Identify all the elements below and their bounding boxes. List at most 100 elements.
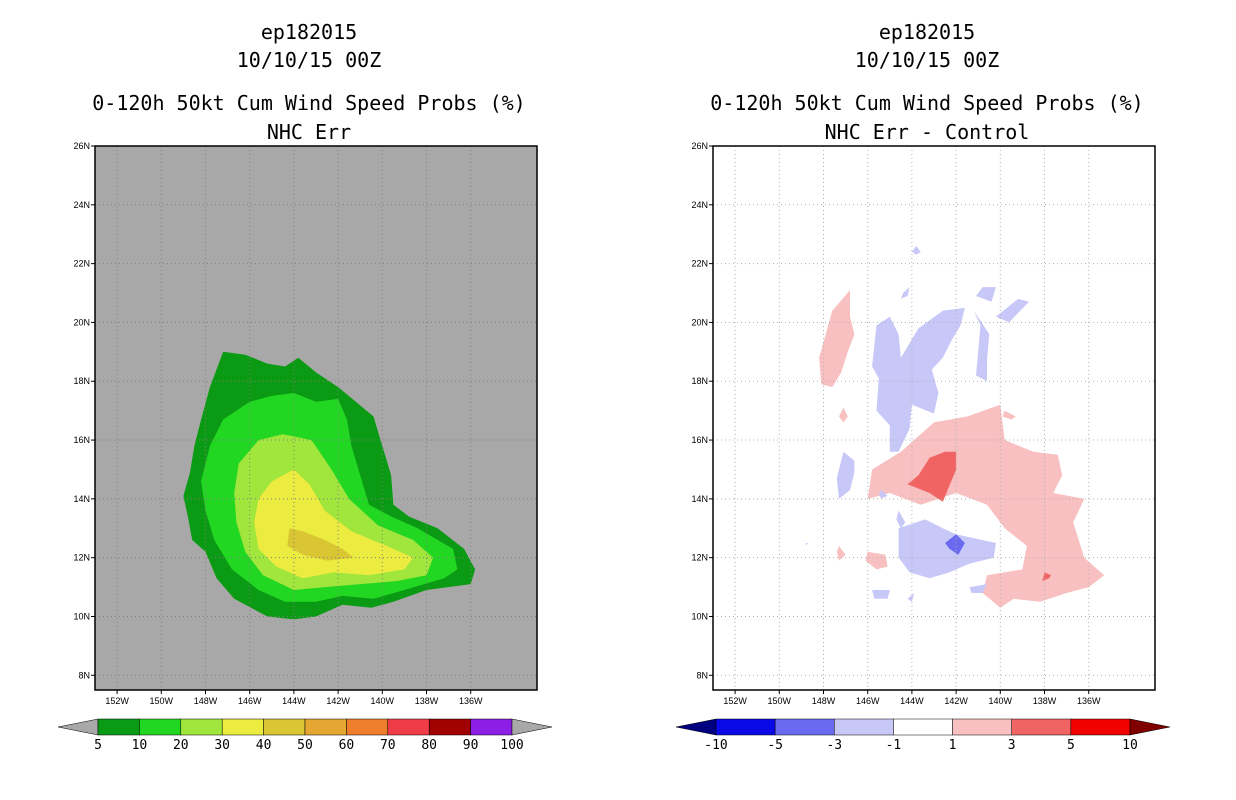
colorbar-swatch xyxy=(221,718,264,736)
y-tick-label: 18N xyxy=(691,376,708,386)
y-tick-label: 14N xyxy=(73,494,90,504)
plot-frame xyxy=(712,145,1156,691)
contour-neg1-region xyxy=(969,584,987,593)
right-panel: ep182015 10/10/15 00Z 0-120h 50kt Cum Wi… xyxy=(618,0,1236,800)
y-tick-label: 10N xyxy=(691,611,708,621)
colorbar-swatch xyxy=(1011,718,1072,736)
y-tick-label: 18N xyxy=(73,376,90,386)
panel-storm-id: ep182015 xyxy=(260,20,358,44)
contour-1-region xyxy=(865,551,888,570)
contour-neg1-region xyxy=(836,451,855,499)
colorbar-label: 3 xyxy=(1008,738,1016,753)
x-tick-label: 146W xyxy=(856,696,880,706)
x-tick-label: 150W xyxy=(150,696,174,706)
colorbar-label: 100 xyxy=(500,738,523,753)
contour-neg1-region xyxy=(900,287,910,299)
panel-title: 0-120h 50kt Cum Wind Speed Probs (%) xyxy=(92,91,526,115)
colorbar-swatch xyxy=(304,718,347,736)
contour-neg1-region xyxy=(896,510,906,529)
contour-neg1-region xyxy=(973,310,990,382)
contour-neg3-region xyxy=(945,534,965,555)
colorbar-label: 10 xyxy=(132,738,148,753)
contour-neg1-region xyxy=(976,287,996,302)
colorbar-swatch xyxy=(715,718,776,736)
contour-30-region xyxy=(254,469,414,579)
colorbar-swatch xyxy=(952,718,1012,736)
x-tick-label: 144W xyxy=(282,696,306,706)
colorbar-under-triangle xyxy=(57,718,99,736)
colorbar-label: 40 xyxy=(256,738,272,753)
plot-area xyxy=(713,146,1155,690)
y-tick-label: 14N xyxy=(691,494,708,504)
panel-title: 0-120h 50kt Cum Wind Speed Probs (%) xyxy=(710,91,1144,115)
colorbar-swatch xyxy=(1070,718,1131,736)
colorbar-swatch xyxy=(263,718,306,736)
colorbar-label: 90 xyxy=(463,738,479,753)
y-tick-label: 12N xyxy=(691,553,708,563)
colorbar-over-triangle xyxy=(511,718,553,736)
contour-neg1-region xyxy=(898,519,996,579)
contour-1-region xyxy=(819,290,855,388)
x-tick-label: 148W xyxy=(194,696,218,706)
x-tick-label: 150W xyxy=(768,696,792,706)
y-tick-label: 24N xyxy=(73,200,90,210)
colorbar-label: 30 xyxy=(214,738,230,753)
colorbar-label: -1 xyxy=(886,738,902,753)
x-tick-label: 146W xyxy=(238,696,262,706)
panel-subtitle: NHC Err - Control xyxy=(824,120,1030,144)
y-tick-label: 24N xyxy=(691,200,708,210)
colorbar-swatch xyxy=(428,718,471,736)
y-tick-label: 26N xyxy=(691,141,708,151)
panel-datetime: 10/10/15 00Z xyxy=(854,48,1000,72)
colorbar-label: 50 xyxy=(297,738,313,753)
panel-datetime: 10/10/15 00Z xyxy=(236,48,382,72)
contour-3-region xyxy=(907,451,957,502)
contour-1-region xyxy=(867,404,1105,608)
colorbar-swatch xyxy=(834,718,894,736)
colorbar-swatch xyxy=(346,718,389,736)
y-tick-label: 20N xyxy=(73,317,90,327)
colorbar-under-triangle xyxy=(675,718,717,736)
contour-neg1-region xyxy=(878,490,888,499)
colorbar-label: -5 xyxy=(767,738,783,753)
panel-subtitle: NHC Err xyxy=(266,120,352,144)
x-tick-label: 152W xyxy=(105,696,129,706)
y-tick-label: 10N xyxy=(73,611,90,621)
contour-neg1-region xyxy=(872,590,890,599)
x-tick-label: 144W xyxy=(900,696,924,706)
y-tick-label: 22N xyxy=(691,259,708,269)
colorbar-label: 1 xyxy=(949,738,957,753)
x-tick-label: 138W xyxy=(1033,696,1057,706)
y-tick-label: 16N xyxy=(691,435,708,445)
colorbar-label: 5 xyxy=(94,738,102,753)
colorbar-label: 10 xyxy=(1122,738,1138,753)
contour-1-region xyxy=(1002,410,1016,420)
x-tick-label: 142W xyxy=(326,696,350,706)
x-tick-label: 140W xyxy=(371,696,395,706)
colorbar-swatch xyxy=(139,718,182,736)
colorbar-label: 60 xyxy=(339,738,355,753)
x-tick-label: 148W xyxy=(812,696,836,706)
colorbar-swatch xyxy=(470,718,513,736)
colorbar-label: 20 xyxy=(173,738,189,753)
colorbar-swatch xyxy=(893,718,953,736)
plot-frame xyxy=(94,145,538,691)
x-tick-label: 136W xyxy=(1077,696,1101,706)
y-tick-label: 16N xyxy=(73,435,90,445)
contour-40-region xyxy=(287,528,354,561)
x-tick-label: 138W xyxy=(415,696,439,706)
contour-1-region xyxy=(839,407,848,423)
x-tick-label: 136W xyxy=(459,696,483,706)
contour-neg1-region xyxy=(907,593,915,602)
colorbar-swatch xyxy=(387,718,430,736)
colorbar-swatch xyxy=(774,718,835,736)
left-panel: ep182015 10/10/15 00Z 0-120h 50kt Cum Wi… xyxy=(57,20,553,753)
contour-1-region xyxy=(836,545,846,561)
probability-chart: 152W 150W 148W 146W 144W 142W 140W 138W 136W 8N 10… xyxy=(57,141,553,753)
x-tick-label: 140W xyxy=(989,696,1013,706)
contour-neg1-region xyxy=(995,298,1029,323)
y-tick-label: 8N xyxy=(696,670,708,680)
contour-neg1-region xyxy=(911,246,921,255)
colorbar-swatch xyxy=(97,718,140,736)
colorbar-label: 70 xyxy=(380,738,396,753)
